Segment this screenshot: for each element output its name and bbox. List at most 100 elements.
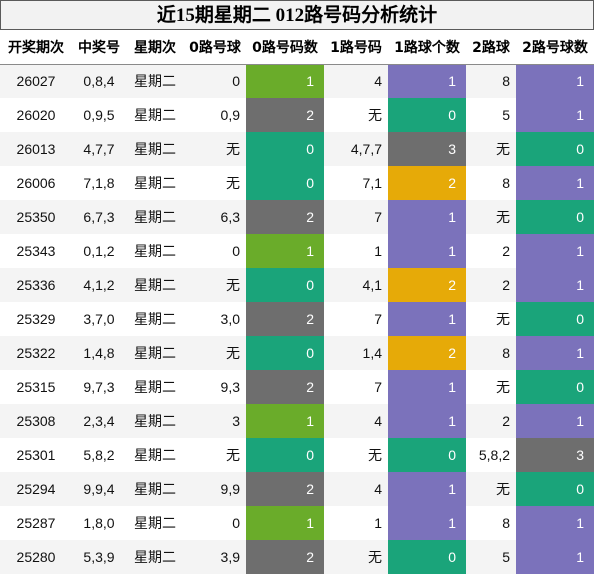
stats-table: 开奖期次 中奖号 星期次 0路号球 0路号码数 1路号码 1路球个数 2路球 2… bbox=[0, 30, 594, 574]
cell-winning-number: 6,7,3 bbox=[72, 200, 126, 234]
cell-issue: 26006 bbox=[0, 166, 72, 200]
cell-route1-count: 1 bbox=[388, 64, 466, 98]
cell-issue: 25322 bbox=[0, 336, 72, 370]
cell-winning-number: 9,7,3 bbox=[72, 370, 126, 404]
cell-route1-count: 1 bbox=[388, 506, 466, 540]
cell-weekday: 星期二 bbox=[126, 166, 184, 200]
cell-issue: 25287 bbox=[0, 506, 72, 540]
cell-winning-number: 9,9,4 bbox=[72, 472, 126, 506]
cell-route0-balls: 0 bbox=[184, 506, 246, 540]
table-row: 25329 3,7,0 星期二 3,0 2 7 1 无 0 bbox=[0, 302, 594, 336]
cell-weekday: 星期二 bbox=[126, 404, 184, 438]
cell-weekday: 星期二 bbox=[126, 268, 184, 302]
cell-winning-number: 4,7,7 bbox=[72, 132, 126, 166]
table-row: 26006 7,1,8 星期二无 0 7,1 2 8 1 bbox=[0, 166, 594, 200]
cell-route0-count: 2 bbox=[246, 472, 324, 506]
cell-route0-balls: 无 bbox=[184, 268, 246, 302]
cell-route1-balls: 无 bbox=[324, 438, 388, 472]
cell-route1-balls: 1,4 bbox=[324, 336, 388, 370]
cell-weekday: 星期二 bbox=[126, 540, 184, 574]
cell-route1-balls: 无 bbox=[324, 98, 388, 132]
cell-route2-balls: 8 bbox=[466, 64, 516, 98]
cell-route0-count: 0 bbox=[246, 438, 324, 472]
table-row: 25322 1,4,8 星期二无 0 1,4 2 8 1 bbox=[0, 336, 594, 370]
cell-winning-number: 0,1,2 bbox=[72, 234, 126, 268]
cell-route0-count: 2 bbox=[246, 370, 324, 404]
cell-weekday: 星期二 bbox=[126, 336, 184, 370]
cell-route1-balls: 4 bbox=[324, 472, 388, 506]
cell-route2-balls: 2 bbox=[466, 268, 516, 302]
cell-route2-balls: 无 bbox=[466, 370, 516, 404]
cell-route0-balls: 0,9 bbox=[184, 98, 246, 132]
cell-issue: 25315 bbox=[0, 370, 72, 404]
cell-route0-balls: 3,9 bbox=[184, 540, 246, 574]
cell-issue: 25301 bbox=[0, 438, 72, 472]
cell-route0-count: 2 bbox=[246, 200, 324, 234]
table-row: 26020 0,9,5 星期二 0,9 2 无 0 5 1 bbox=[0, 98, 594, 132]
cell-winning-number: 3,7,0 bbox=[72, 302, 126, 336]
col-header-route0-count: 0路号码数 bbox=[246, 30, 324, 65]
cell-winning-number: 0,9,5 bbox=[72, 98, 126, 132]
cell-route1-count: 0 bbox=[388, 98, 466, 132]
cell-route0-balls: 无 bbox=[184, 438, 246, 472]
cell-route2-balls: 8 bbox=[466, 336, 516, 370]
cell-route2-count: 1 bbox=[516, 98, 594, 132]
cell-route1-count: 0 bbox=[388, 540, 466, 574]
cell-route1-count: 1 bbox=[388, 234, 466, 268]
cell-weekday: 星期二 bbox=[126, 200, 184, 234]
cell-weekday: 星期二 bbox=[126, 472, 184, 506]
cell-issue: 26027 bbox=[0, 64, 72, 98]
cell-route0-count: 0 bbox=[246, 268, 324, 302]
table-row: 25350 6,7,3 星期二 6,3 2 7 1 无 0 bbox=[0, 200, 594, 234]
cell-issue: 25308 bbox=[0, 404, 72, 438]
cell-route2-balls: 5 bbox=[466, 540, 516, 574]
cell-route2-balls: 5 bbox=[466, 98, 516, 132]
cell-route1-count: 1 bbox=[388, 200, 466, 234]
cell-route2-count: 1 bbox=[516, 404, 594, 438]
page-title: 近15期星期二 012路号码分析统计 bbox=[0, 0, 594, 30]
cell-route2-count: 0 bbox=[516, 302, 594, 336]
cell-route2-balls: 无 bbox=[466, 200, 516, 234]
cell-route0-balls: 0 bbox=[184, 234, 246, 268]
cell-weekday: 星期二 bbox=[126, 370, 184, 404]
col-header-route0-balls: 0路号球 bbox=[184, 30, 246, 65]
col-header-winning-number: 中奖号 bbox=[72, 30, 126, 65]
cell-route1-balls: 7 bbox=[324, 370, 388, 404]
cell-route0-count: 0 bbox=[246, 336, 324, 370]
cell-route0-balls: 无 bbox=[184, 336, 246, 370]
cell-route2-count: 1 bbox=[516, 540, 594, 574]
col-header-route2-count: 2路号球数 bbox=[516, 30, 594, 65]
col-header-route1-balls: 1路号码 bbox=[324, 30, 388, 65]
cell-route1-balls: 1 bbox=[324, 506, 388, 540]
cell-issue: 26020 bbox=[0, 98, 72, 132]
cell-route1-count: 2 bbox=[388, 336, 466, 370]
cell-weekday: 星期二 bbox=[126, 302, 184, 336]
cell-route1-balls: 4 bbox=[324, 404, 388, 438]
cell-issue: 25336 bbox=[0, 268, 72, 302]
cell-route1-count: 3 bbox=[388, 132, 466, 166]
cell-winning-number: 7,1,8 bbox=[72, 166, 126, 200]
cell-route1-balls: 4,7,7 bbox=[324, 132, 388, 166]
cell-route0-balls: 3 bbox=[184, 404, 246, 438]
cell-winning-number: 5,3,9 bbox=[72, 540, 126, 574]
cell-route0-balls: 无 bbox=[184, 166, 246, 200]
cell-route0-count: 1 bbox=[246, 506, 324, 540]
cell-route1-balls: 4,1 bbox=[324, 268, 388, 302]
cell-route0-count: 2 bbox=[246, 540, 324, 574]
cell-route0-balls: 9,9 bbox=[184, 472, 246, 506]
cell-route2-balls: 无 bbox=[466, 132, 516, 166]
cell-weekday: 星期二 bbox=[126, 438, 184, 472]
cell-route2-balls: 无 bbox=[466, 472, 516, 506]
cell-issue: 25329 bbox=[0, 302, 72, 336]
cell-weekday: 星期二 bbox=[126, 132, 184, 166]
table-row: 26013 4,7,7 星期二无 0 4,7,7 3 无 0 bbox=[0, 132, 594, 166]
cell-route0-count: 1 bbox=[246, 404, 324, 438]
cell-route0-count: 2 bbox=[246, 302, 324, 336]
col-header-issue: 开奖期次 bbox=[0, 30, 72, 65]
cell-route1-balls: 7,1 bbox=[324, 166, 388, 200]
cell-route1-balls: 4 bbox=[324, 64, 388, 98]
cell-route1-balls: 1 bbox=[324, 234, 388, 268]
cell-route0-balls: 6,3 bbox=[184, 200, 246, 234]
cell-route1-count: 2 bbox=[388, 268, 466, 302]
